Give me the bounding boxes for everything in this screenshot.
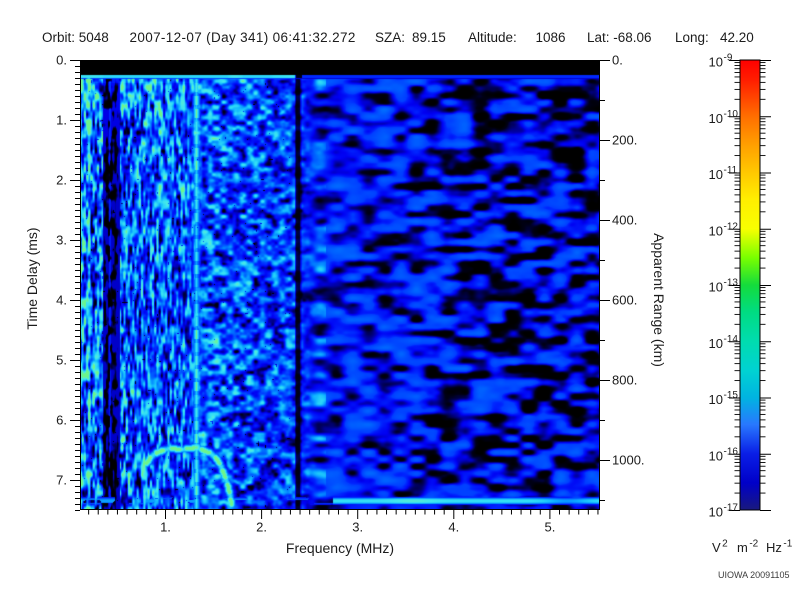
- svg-text:Frequency (MHz): Frequency (MHz): [286, 540, 394, 556]
- svg-text:2007-12-07 (Day 341) 06:41:32.: 2007-12-07 (Day 341) 06:41:32.272: [130, 30, 356, 45]
- svg-text:3.: 3.: [352, 520, 363, 535]
- svg-text:10: 10: [709, 392, 723, 407]
- svg-text:Altitude:: Altitude:: [468, 30, 517, 45]
- svg-text:1.: 1.: [160, 520, 171, 535]
- svg-text:1.: 1.: [56, 113, 67, 128]
- svg-text:5.: 5.: [56, 353, 67, 368]
- svg-text:-12: -12: [724, 221, 739, 232]
- svg-text:-16: -16: [724, 446, 739, 457]
- svg-text:2.: 2.: [256, 520, 267, 535]
- svg-text:Orbit: 5048: Orbit: 5048: [42, 30, 109, 45]
- svg-text:10: 10: [709, 280, 723, 295]
- svg-text:4.: 4.: [448, 520, 459, 535]
- svg-text:-13: -13: [724, 278, 739, 289]
- svg-text:10: 10: [709, 111, 723, 126]
- svg-text:-10: -10: [724, 109, 739, 120]
- svg-text:0.: 0.: [612, 53, 623, 68]
- svg-text:Time Delay (ms): Time Delay (ms): [24, 227, 40, 329]
- svg-text:400.: 400.: [612, 213, 637, 228]
- svg-text:-17: -17: [724, 503, 739, 514]
- svg-text:SZA:: SZA:: [375, 30, 405, 45]
- svg-text:6.: 6.: [56, 413, 67, 428]
- svg-text:5.: 5.: [544, 520, 555, 535]
- svg-text:10: 10: [709, 448, 723, 463]
- svg-text:-9: -9: [724, 53, 733, 64]
- svg-text:Hz-1: Hz -1: [766, 539, 793, 556]
- svg-text:800.: 800.: [612, 373, 637, 388]
- svg-text:10: 10: [709, 223, 723, 238]
- svg-text:m-2: m -2: [737, 539, 759, 556]
- svg-text:-15: -15: [724, 390, 739, 401]
- svg-text:-11: -11: [724, 165, 738, 176]
- svg-text:UIOWA 20091105: UIOWA 20091105: [718, 570, 790, 580]
- svg-text:200.: 200.: [612, 133, 637, 148]
- svg-text:10: 10: [709, 167, 723, 182]
- svg-text:1000.: 1000.: [612, 453, 645, 468]
- svg-text:600.: 600.: [612, 293, 637, 308]
- svg-text:0.: 0.: [56, 53, 67, 68]
- svg-text:Apparent Range (km): Apparent Range (km): [651, 233, 667, 367]
- svg-text:3.: 3.: [56, 233, 67, 248]
- svg-text:Long:: Long:: [675, 30, 709, 45]
- svg-text:10: 10: [709, 336, 723, 351]
- svg-text:10: 10: [709, 505, 723, 520]
- svg-text:4.: 4.: [56, 293, 67, 308]
- svg-text:V2: V2: [712, 539, 728, 556]
- svg-text:10: 10: [709, 55, 723, 70]
- svg-text:7.: 7.: [56, 473, 67, 488]
- svg-text:2.: 2.: [56, 173, 67, 188]
- svg-text:1086: 1086: [536, 30, 566, 45]
- svg-text:-14: -14: [724, 334, 739, 345]
- svg-text:42.20: 42.20: [720, 30, 754, 45]
- svg-text:89.15: 89.15: [412, 30, 446, 45]
- svg-text:Lat: -68.06: Lat: -68.06: [587, 30, 652, 45]
